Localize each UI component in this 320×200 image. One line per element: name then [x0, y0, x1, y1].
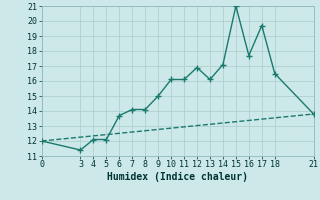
X-axis label: Humidex (Indice chaleur): Humidex (Indice chaleur) [107, 172, 248, 182]
